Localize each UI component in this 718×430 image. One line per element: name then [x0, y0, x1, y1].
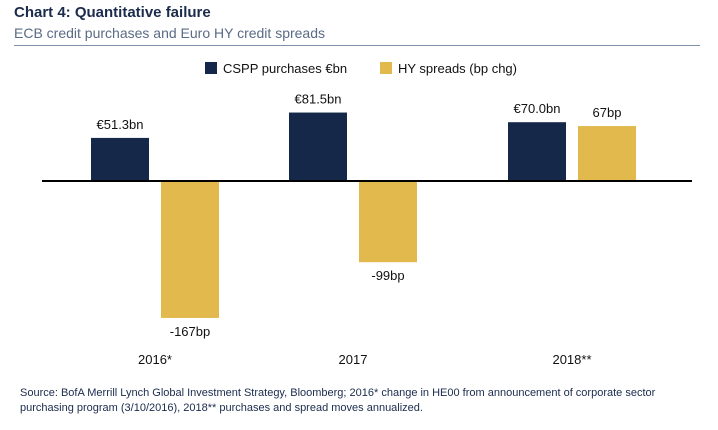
- data-label-1-3: €70.0bn: [514, 101, 561, 116]
- data-label-1-2: €81.5bn: [295, 92, 342, 107]
- legend-swatch-2: [380, 62, 392, 74]
- legend-label-2: HY spreads (bp chg): [398, 61, 517, 76]
- bar-2-3: [578, 126, 636, 181]
- chart-subtitle: ECB credit purchases and Euro HY credit …: [14, 25, 326, 41]
- bar-1-2: [289, 112, 347, 181]
- category-label-3: 2018**: [552, 352, 591, 367]
- title-divider: [14, 45, 700, 46]
- source-note: Source: BofA Merrill Lynch Global Invest…: [20, 387, 656, 414]
- chart-title: Chart 4: Quantitative failure: [14, 4, 211, 21]
- data-label-2-3: 67bp: [593, 105, 622, 120]
- bar-2-2: [359, 181, 417, 263]
- legend-label-1: CSPP purchases €bn: [223, 61, 347, 76]
- bar-1-1: [91, 137, 149, 181]
- bar-1-3: [508, 122, 566, 181]
- data-label-2-1: -167bp: [170, 324, 210, 339]
- data-label-1-1: €51.3bn: [97, 117, 144, 132]
- data-label-2-2: -99bp: [371, 268, 404, 283]
- legend-swatch-1: [205, 62, 217, 74]
- category-label-1: 2016*: [138, 352, 172, 367]
- bar-2-1: [161, 181, 219, 318]
- category-label-2: 2017: [339, 352, 368, 367]
